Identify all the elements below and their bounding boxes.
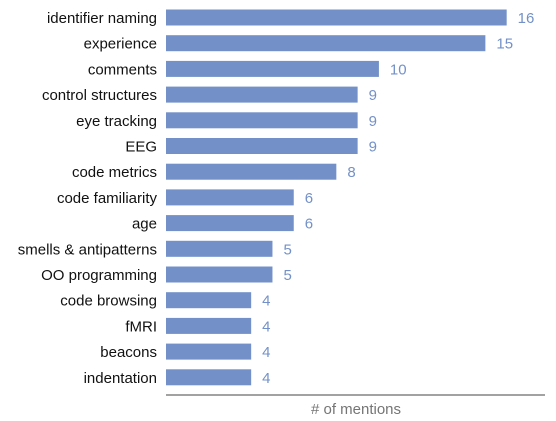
value-label: 9 bbox=[369, 139, 377, 156]
category-label: code metrics bbox=[72, 164, 157, 181]
category-label: smells & antipatterns bbox=[18, 241, 157, 258]
value-label: 6 bbox=[305, 190, 313, 207]
bar bbox=[166, 343, 252, 360]
bar bbox=[166, 189, 294, 206]
bar bbox=[166, 86, 358, 103]
category-labels: identifier naming experience comments contr… bbox=[18, 10, 158, 387]
category-label: code browsing bbox=[60, 293, 157, 310]
category-label: OO programming bbox=[41, 267, 157, 284]
value-label: 9 bbox=[369, 113, 377, 130]
category-label: EEG bbox=[125, 139, 157, 156]
bar bbox=[166, 317, 252, 334]
category-label: beacons bbox=[100, 344, 157, 361]
bar bbox=[166, 60, 379, 77]
value-label: 4 bbox=[262, 370, 270, 387]
bar bbox=[166, 138, 358, 154]
category-label: comments bbox=[88, 61, 157, 78]
bar bbox=[166, 163, 337, 180]
value-label: 6 bbox=[305, 216, 313, 233]
value-label: 4 bbox=[262, 318, 270, 335]
category-label: code familiarity bbox=[57, 190, 158, 207]
bar bbox=[166, 215, 294, 232]
category-label: control structures bbox=[42, 87, 157, 104]
category-label: indentation bbox=[84, 370, 157, 387]
bar bbox=[166, 9, 507, 26]
bar bbox=[166, 240, 273, 257]
category-label: fMRI bbox=[125, 318, 157, 335]
value-label: 4 bbox=[262, 293, 270, 310]
value-label: 16 bbox=[518, 10, 535, 27]
bars-group bbox=[166, 9, 507, 386]
value-label: 5 bbox=[283, 241, 291, 258]
bar bbox=[166, 369, 252, 386]
category-label: age bbox=[132, 216, 157, 233]
bar bbox=[166, 266, 273, 283]
category-label: eye tracking bbox=[76, 113, 157, 130]
x-axis-title: # of mentions bbox=[311, 401, 401, 418]
value-label: 8 bbox=[347, 164, 355, 181]
bar bbox=[166, 35, 486, 52]
value-label: 9 bbox=[369, 87, 377, 104]
bar bbox=[166, 292, 252, 309]
value-label: 4 bbox=[262, 344, 270, 361]
category-label: experience bbox=[84, 36, 157, 53]
value-label: 10 bbox=[390, 61, 407, 78]
value-label: 5 bbox=[283, 267, 291, 284]
value-label: 15 bbox=[496, 36, 513, 53]
bar bbox=[166, 112, 358, 129]
category-label: identifier naming bbox=[47, 10, 157, 27]
